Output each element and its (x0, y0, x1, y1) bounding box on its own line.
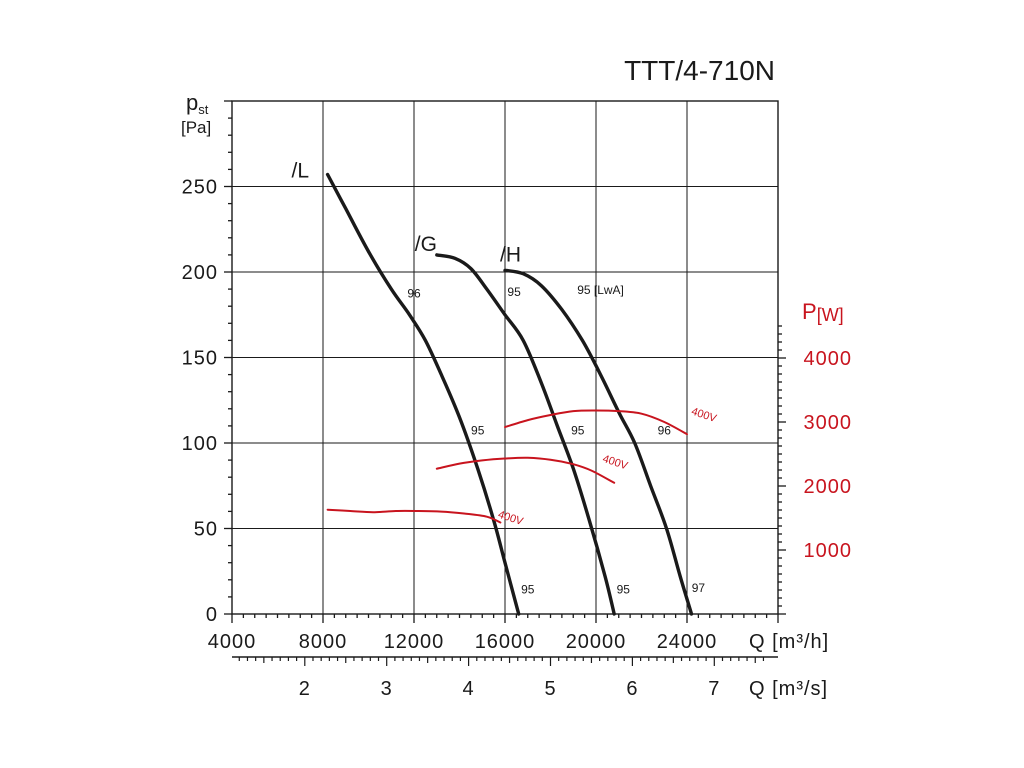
sound-level-label: 95 (507, 285, 521, 299)
x2-tick-label: 4 (463, 678, 475, 700)
x-tick-label: 20000 (566, 631, 627, 653)
y-tick-label: 100 (182, 433, 218, 455)
y2-tick-label: 3000 (804, 412, 853, 434)
x2-axis-label: Q [m³/s] (749, 678, 828, 700)
y-tick-label: 250 (182, 177, 218, 199)
minor-ticks (224, 100, 786, 666)
labels: TTT/4-710N pst [Pa] P[W] Q [m³/h] Q [m³/… (181, 55, 844, 700)
sound-level-label: 95 [LwA] (577, 283, 624, 297)
power-curve-5 (504, 409, 688, 436)
x2-tick-label: 5 (544, 678, 556, 700)
tick-labels: 4000 8000 12000 16000 20000 24000050100150200… (182, 177, 853, 701)
y-axis-unit: [Pa] (181, 118, 211, 137)
curve-label: /H (500, 243, 521, 266)
sound-level-label: 95 (521, 582, 535, 596)
sound-level-label: 95 (617, 582, 631, 596)
x2-tick-label: 6 (626, 678, 638, 700)
grid-lines (232, 101, 778, 614)
power-curve-3 (326, 508, 502, 524)
y-axis-label-sub: st (198, 102, 209, 117)
pressure-curve-0 (325, 172, 521, 616)
x2-tick-label: 7 (708, 678, 720, 700)
x-tick-label: 24000 (657, 631, 718, 653)
x2-tick-label: 2 (299, 678, 311, 700)
x2-tick-label: 3 (381, 678, 393, 700)
voltage-label: 400V (601, 453, 630, 473)
sound-level-label: 97 (692, 581, 706, 595)
y-tick-label: 200 (182, 262, 218, 284)
voltage-label: 400V (690, 406, 719, 426)
y2-axis-unit: [W] (817, 305, 844, 325)
y2-tick-label: 2000 (804, 476, 853, 498)
sound-level-label: 96 (407, 287, 421, 301)
sound-level-label: 95 (471, 423, 485, 437)
chart-title: TTT/4-710N (624, 55, 775, 86)
x-tick-label: 8000 (299, 631, 348, 653)
y2-tick-label: 4000 (804, 348, 853, 370)
sound-level-label: 96 (658, 423, 672, 437)
power-curve-4 (435, 456, 616, 484)
y-axis-label: pst (186, 90, 209, 117)
y2-tick-label: 1000 (804, 540, 853, 562)
x-tick-label: 16000 (475, 631, 536, 653)
curves (325, 172, 694, 616)
y-tick-label: 150 (182, 348, 218, 370)
x-tick-label: 12000 (384, 631, 445, 653)
x-axis-label: Q [m³/h] (749, 631, 829, 653)
y-tick-label: 0 (206, 604, 218, 626)
pressure-curve-1 (435, 253, 616, 616)
y-axis-label-main: p (186, 90, 198, 115)
pressure-curve-2 (503, 268, 694, 616)
y2-axis-label: P[W] (802, 299, 844, 325)
sound-level-label: 95 (571, 423, 585, 437)
curve-label: /L (292, 160, 310, 183)
curve-label: /G (415, 233, 437, 256)
y2-axis-label-main: P (802, 299, 817, 324)
voltage-label: 400V (496, 509, 525, 529)
y-tick-label: 50 (194, 519, 218, 541)
x-tick-label: 4000 (208, 631, 257, 653)
